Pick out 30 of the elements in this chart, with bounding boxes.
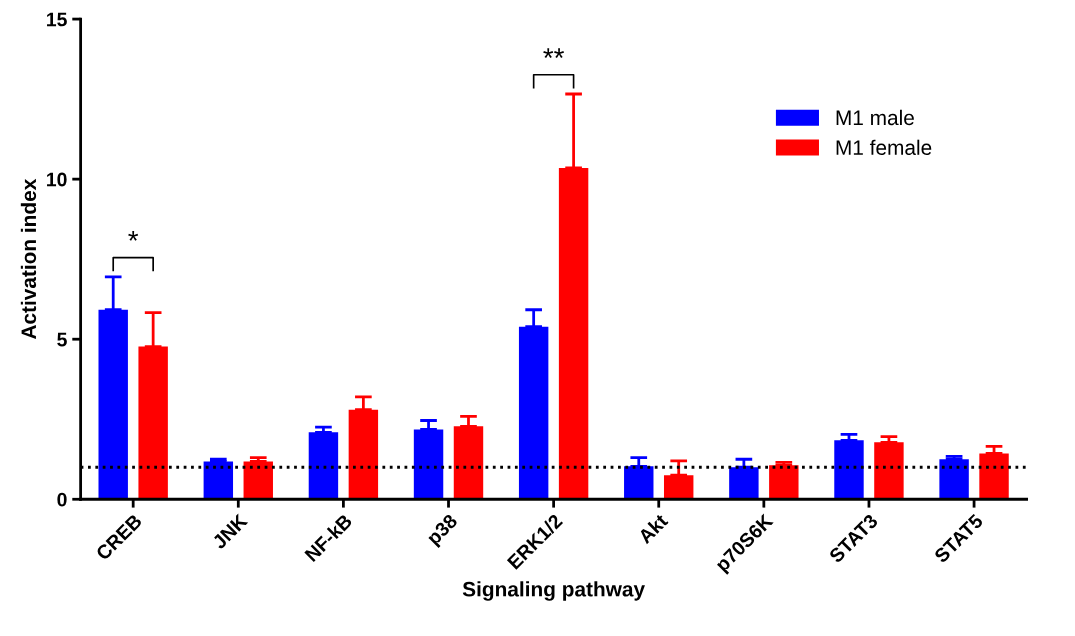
bar xyxy=(729,467,759,500)
bar xyxy=(874,442,904,500)
bar xyxy=(663,475,694,500)
bar xyxy=(624,466,654,500)
bar xyxy=(308,432,339,500)
bar xyxy=(203,461,234,500)
y-tick-label: 15 xyxy=(47,12,67,27)
bar xyxy=(834,440,864,500)
bar xyxy=(413,429,444,500)
annotation: ** xyxy=(543,48,564,59)
bar xyxy=(138,346,168,500)
bar xyxy=(98,309,128,500)
x-axis-title: Signaling pathway xyxy=(462,581,645,601)
y-tick-label: 10 xyxy=(47,172,67,187)
legend-label: M1 male xyxy=(836,109,914,126)
bar xyxy=(558,167,589,500)
annotation: * xyxy=(128,231,139,241)
x-tick-label: p38 xyxy=(426,513,461,549)
y-tick-label: 5 xyxy=(57,332,67,347)
bar xyxy=(939,459,969,500)
bar xyxy=(769,465,799,500)
bar xyxy=(453,426,484,500)
legend-label: M1 female xyxy=(836,139,932,155)
bar xyxy=(348,409,379,500)
y-axis-title: Activation index xyxy=(20,178,37,340)
y-tick-label: 0 xyxy=(57,492,67,507)
bar xyxy=(243,461,273,500)
x-tick-label: Akt xyxy=(636,512,669,545)
bar xyxy=(979,453,1009,500)
bar xyxy=(518,326,549,500)
